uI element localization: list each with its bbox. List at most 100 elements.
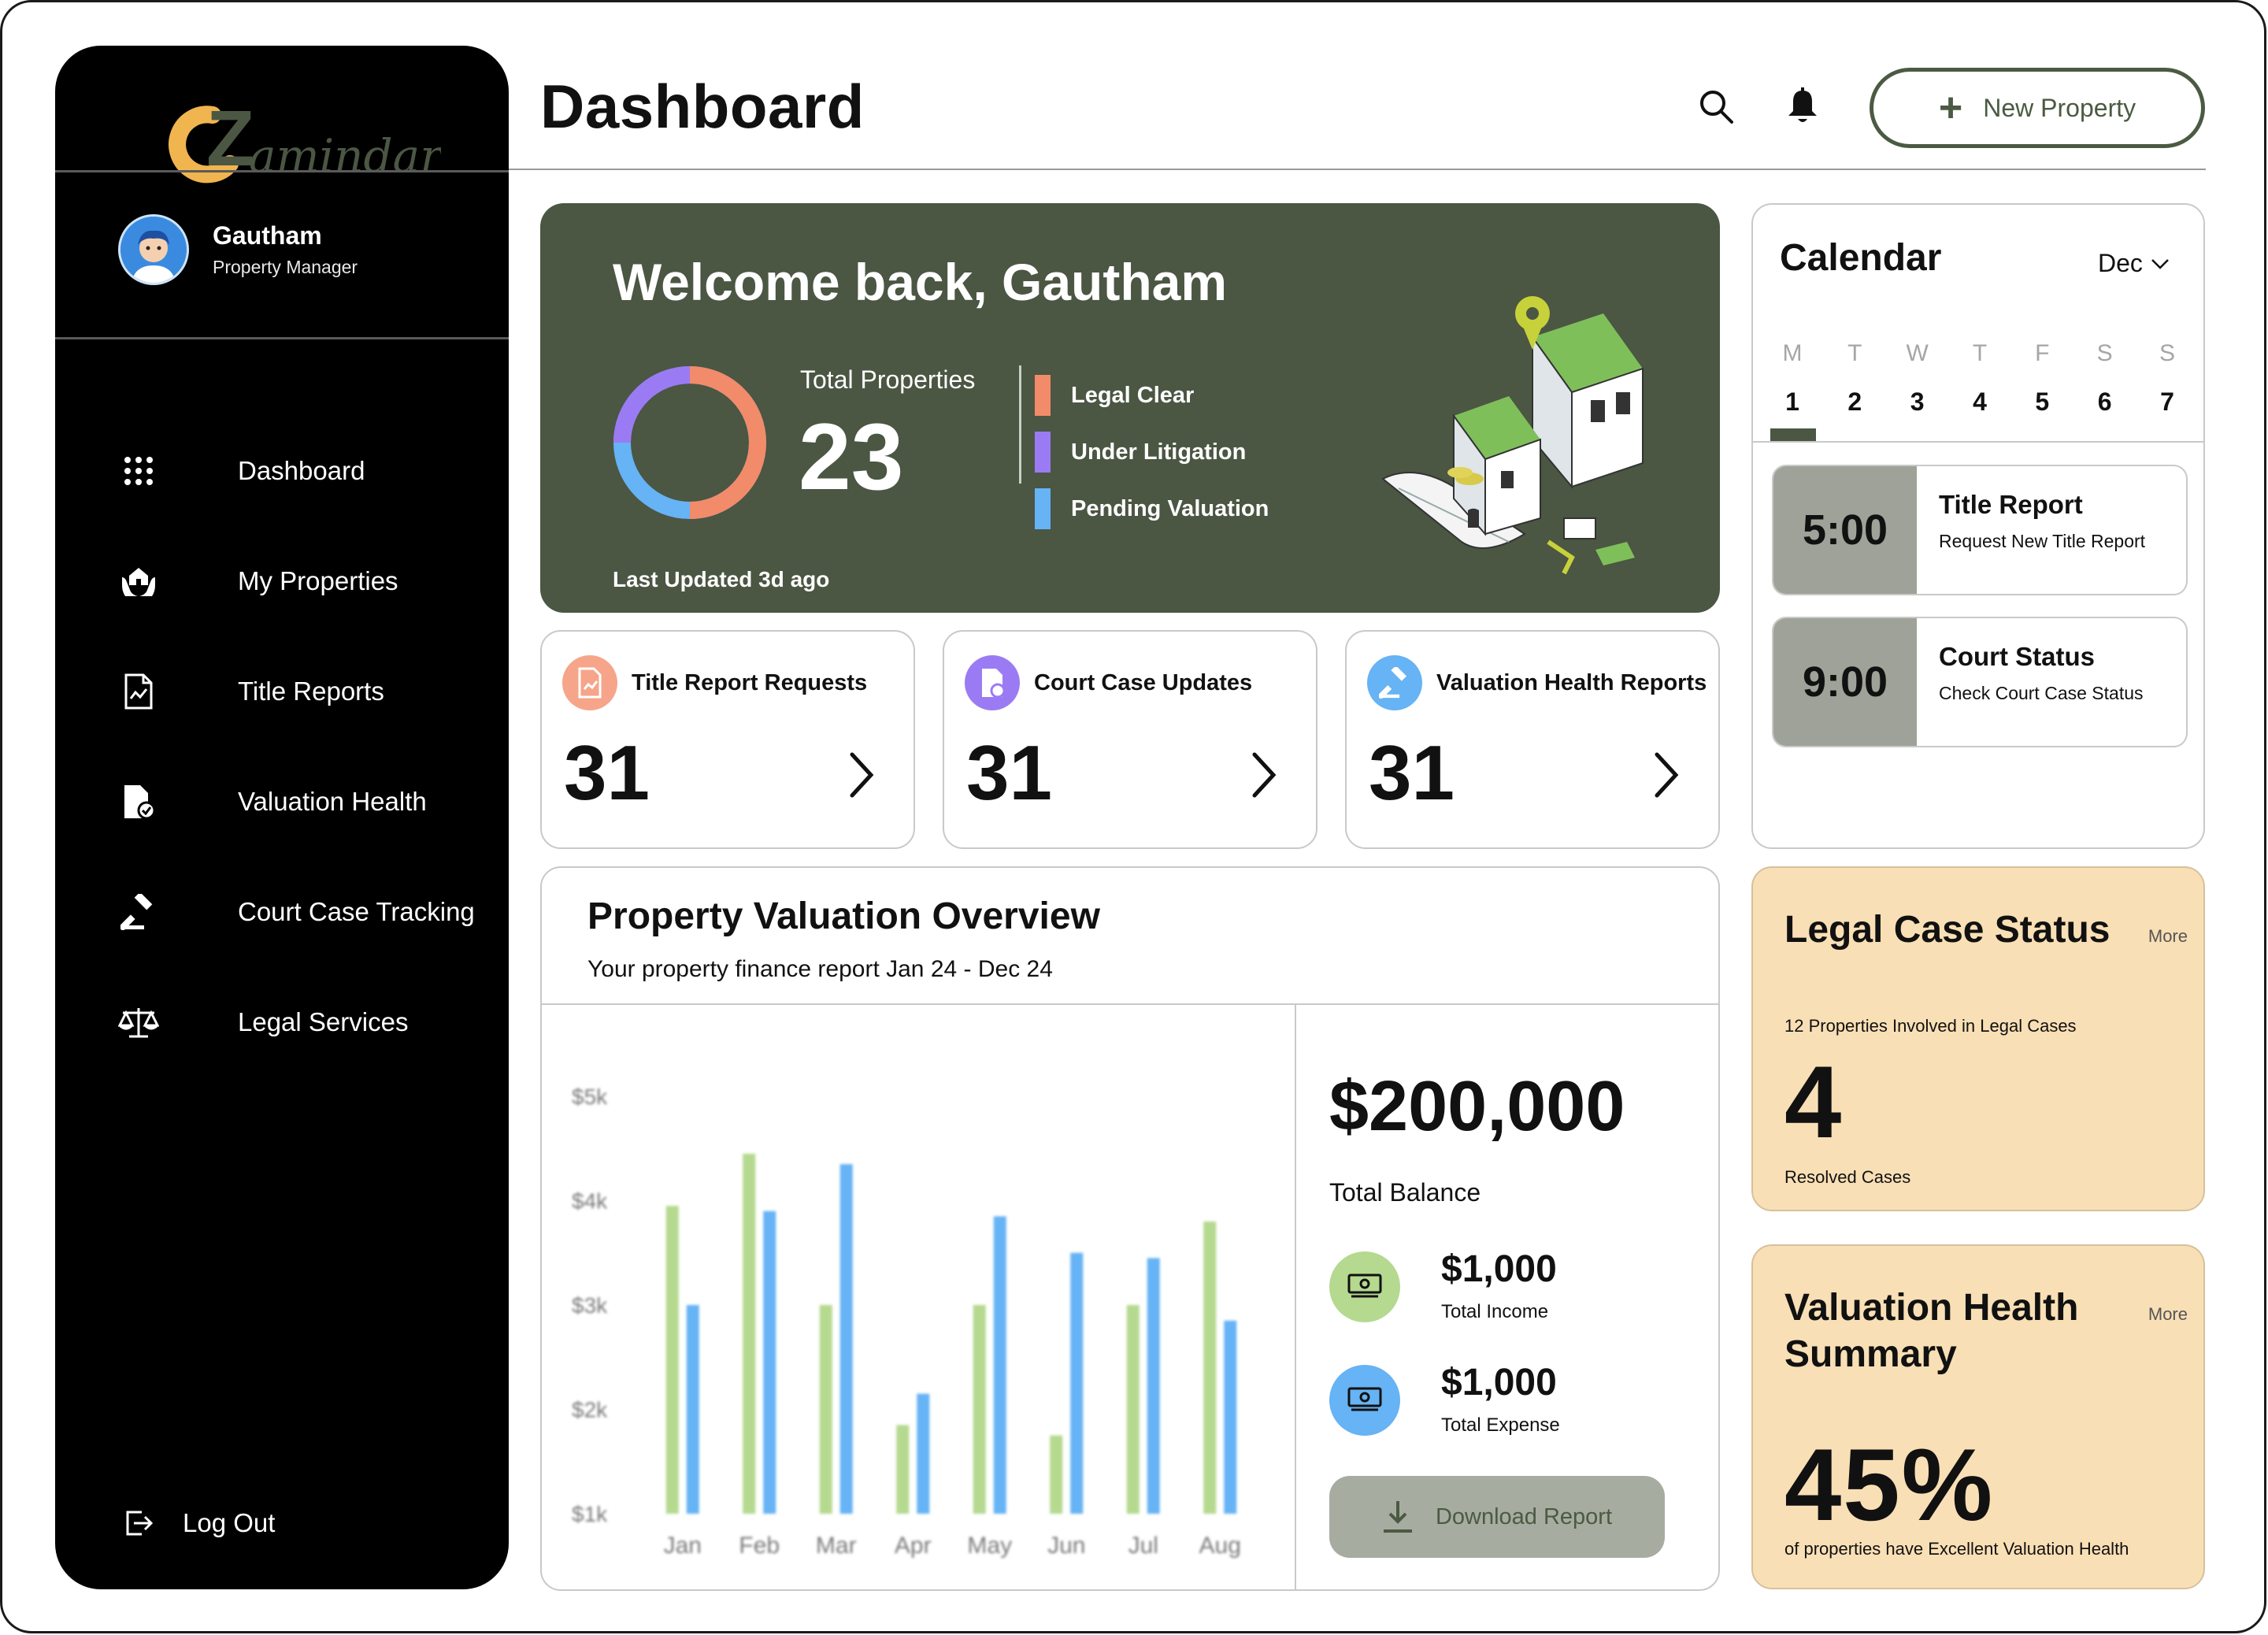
- download-report-label: Download Report: [1435, 1503, 1613, 1529]
- y-tick-label: $2k: [572, 1398, 608, 1422]
- valuation-summary-footer: of properties have Excellent Valuation H…: [1784, 1539, 2129, 1559]
- overview-divider-vertical: [1295, 1003, 1296, 1589]
- bell-icon[interactable]: [1781, 85, 1824, 128]
- legend-item: Under Litigation: [1035, 424, 1269, 480]
- cash-icon: [1329, 1365, 1400, 1436]
- x-tick-label: Jul: [1128, 1533, 1158, 1559]
- stat-card-title-report-requests[interactable]: Title Report Requests 31: [540, 630, 915, 849]
- bar-income: [1203, 1222, 1217, 1514]
- sidebar-item-my-properties[interactable]: My Properties: [118, 526, 475, 636]
- total-properties-value: 23: [799, 404, 904, 510]
- stat-value: 31: [966, 729, 1053, 816]
- search-icon[interactable]: [1695, 85, 1737, 128]
- logout-button[interactable]: Log Out: [118, 1503, 275, 1544]
- day-of-week: M: [1782, 340, 1803, 366]
- y-tick-label: $4k: [572, 1189, 608, 1214]
- legend-item: Pending Valuation: [1035, 480, 1269, 537]
- month-select[interactable]: Dec: [2098, 249, 2170, 278]
- total-income-row: $1,000 Total Income: [1329, 1251, 1557, 1323]
- day-date: 6: [2097, 387, 2112, 416]
- download-report-button[interactable]: Download Report: [1329, 1476, 1665, 1558]
- total-expense-value: $1,000: [1441, 1362, 1557, 1403]
- plus-icon: +: [1938, 85, 1963, 131]
- stat-title: Title Report Requests: [632, 669, 868, 695]
- bar-expense: [1224, 1320, 1237, 1514]
- event-time: 5:00: [1773, 466, 1917, 594]
- legend-divider: [1019, 365, 1021, 484]
- bar-income: [665, 1206, 679, 1514]
- bar-expense: [1147, 1258, 1160, 1514]
- legend-label: Legal Clear: [1071, 382, 1195, 408]
- event-subtitle: Check Court Case Status: [1939, 683, 2144, 703]
- grid-icon: [118, 450, 159, 491]
- chevron-right-icon: [1252, 752, 1277, 798]
- legend-item: Legal Clear: [1035, 367, 1269, 424]
- calendar-event[interactable]: 9:00 Court Status Check Court Case Statu…: [1772, 617, 2188, 747]
- bar-income: [819, 1305, 832, 1514]
- legend-label: Pending Valuation: [1071, 495, 1269, 521]
- sidebar-item-court-case-tracking[interactable]: Court Case Tracking: [118, 857, 475, 967]
- sidebar-item-label: Court Case Tracking: [238, 897, 475, 926]
- valuation-overview-card: Property Valuation Overview Your propert…: [540, 866, 1720, 1591]
- sidebar-item-label: My Properties: [238, 566, 398, 595]
- excellent-valuation-percent: 45%: [1784, 1427, 1995, 1542]
- sidebar-item-title-reports[interactable]: Title Reports: [118, 636, 475, 747]
- stat-value: 31: [564, 729, 650, 816]
- day-of-week: T: [1847, 340, 1862, 366]
- total-balance-value: $200,000: [1329, 1067, 1625, 1146]
- status-legend: Legal Clear Under Litigation Pending Val…: [1035, 367, 1269, 537]
- x-tick-label: Feb: [739, 1533, 780, 1559]
- day-of-week: T: [1972, 340, 1988, 366]
- sidebar-nav: Dashboard My Properties Tit: [118, 416, 475, 1077]
- download-icon: [1383, 1501, 1412, 1533]
- new-property-button[interactable]: + New Property: [1870, 68, 2205, 148]
- day-of-week: F: [2035, 340, 2050, 366]
- sidebar-item-label: Valuation Health: [238, 787, 427, 816]
- valuation-bar-chart: $5k $4k $3k $2k $1k Jan Feb Mar Apr May Jun Jul Aug: [565, 1065, 1274, 1577]
- file-check-icon: [118, 781, 159, 822]
- chevron-right-icon: [1655, 752, 1679, 798]
- new-property-label: New Property: [1983, 93, 2136, 122]
- total-balance-label: Total Balance: [1329, 1178, 1481, 1207]
- month-label: Dec: [2098, 249, 2143, 277]
- y-tick-label: $5k: [572, 1084, 608, 1109]
- legend-swatch: [1035, 432, 1051, 473]
- sidebar-item-valuation-health[interactable]: Valuation Health: [118, 747, 475, 857]
- sidebar-item-dashboard[interactable]: Dashboard: [118, 416, 475, 526]
- stat-card-court-case-updates[interactable]: Court Case Updates 31: [943, 630, 1317, 849]
- x-tick-label: May: [967, 1533, 1012, 1559]
- more-link[interactable]: More: [2148, 926, 2188, 946]
- header-divider: [509, 169, 2206, 170]
- x-tick-label: Jun: [1047, 1533, 1085, 1559]
- day-date: 1: [1785, 387, 1799, 416]
- more-link[interactable]: More: [2148, 1304, 2188, 1324]
- calendar-title: Calendar: [1780, 237, 1942, 279]
- scales-icon: [118, 1002, 159, 1043]
- day-date: 5: [2035, 387, 2050, 416]
- chevron-right-icon: [850, 752, 874, 798]
- total-income-value: $1,000: [1441, 1248, 1557, 1290]
- event-title: Court Status: [1939, 642, 2095, 671]
- sidebar: Z amindar Gautham Property Manager: [55, 46, 509, 1589]
- bar-expense: [1070, 1252, 1084, 1514]
- stat-card-valuation-health-reports[interactable]: Valuation Health Reports 31: [1345, 630, 1720, 849]
- stat-value: 31: [1369, 729, 1455, 816]
- calendar-event[interactable]: 5:00 Title Report Request New Title Repo…: [1772, 465, 2188, 595]
- document-chart-icon: [562, 655, 617, 710]
- calendar-divider: [1753, 441, 2203, 443]
- user-name: Gautham: [213, 221, 322, 250]
- sidebar-item-legal-services[interactable]: Legal Services: [118, 967, 475, 1077]
- bar-income: [743, 1153, 756, 1514]
- overview-title: Property Valuation Overview: [587, 895, 1100, 937]
- legend-label: Under Litigation: [1071, 439, 1247, 465]
- user-profile[interactable]: Gautham Property Manager: [118, 214, 358, 285]
- user-role: Property Manager: [213, 257, 358, 277]
- bar-income: [973, 1305, 986, 1514]
